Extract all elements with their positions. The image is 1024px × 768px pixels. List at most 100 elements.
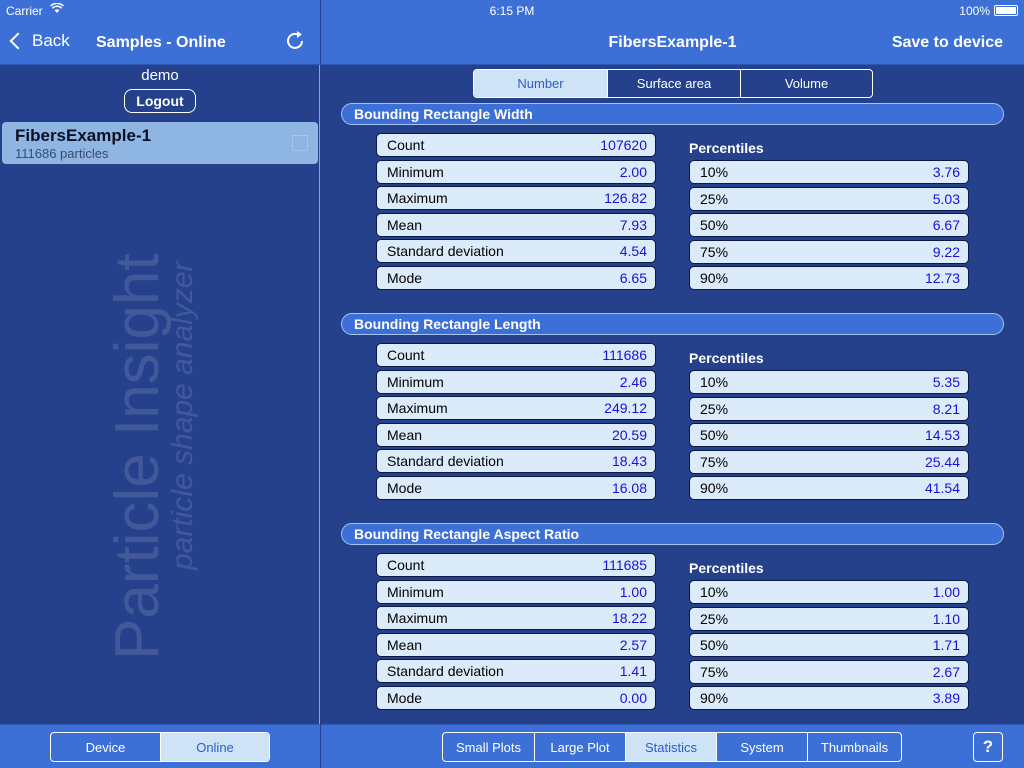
stat-value: 111686 bbox=[602, 347, 647, 363]
carrier-label: Carrier bbox=[6, 4, 43, 18]
view-segmented-control: Small Plots Large Plot Statistics System Thu… bbox=[442, 732, 902, 762]
main-navbar: FibersExample-1 Save to device bbox=[321, 0, 1024, 65]
percentiles-title: Percentiles bbox=[689, 140, 764, 156]
tab-surface-area[interactable]: Surface area bbox=[607, 70, 740, 97]
stat-row-mode: Mode 6.65 bbox=[376, 266, 656, 290]
stat-value: 6.65 bbox=[619, 270, 647, 286]
section-header-bounding-rectangle-length: Bounding Rectangle Length bbox=[341, 313, 1004, 335]
sample-list-item[interactable]: FibersExample-1 111686 particles bbox=[2, 122, 318, 164]
percentile-label: 10% bbox=[700, 164, 729, 180]
percentile-value: 1.00 bbox=[932, 584, 960, 600]
tab-number[interactable]: Number bbox=[474, 70, 607, 97]
percentile-row-50: 50% 1.71 bbox=[689, 633, 969, 658]
stat-row-mode: Mode 0.00 bbox=[376, 686, 656, 710]
tab-system[interactable]: System bbox=[716, 733, 807, 761]
tab-online[interactable]: Online bbox=[160, 733, 269, 761]
stat-label: Mean bbox=[387, 636, 423, 653]
percentile-label: 25% bbox=[700, 400, 729, 417]
tab-thumbnails[interactable]: Thumbnails bbox=[807, 733, 901, 761]
tab-device[interactable]: Device bbox=[85, 739, 126, 755]
stat-value: 0.00 bbox=[619, 690, 647, 706]
tab-small-plots[interactable]: Small Plots bbox=[455, 739, 522, 755]
stat-label: Count bbox=[387, 137, 425, 153]
stat-label: Maximum bbox=[387, 400, 448, 417]
tab-large-plot[interactable]: Large Plot bbox=[534, 733, 625, 761]
stat-value: 1.41 bbox=[619, 663, 647, 680]
tab-statistics[interactable]: Statistics bbox=[625, 733, 716, 761]
percentile-label: 75% bbox=[700, 453, 729, 470]
stat-value: 4.54 bbox=[619, 243, 647, 260]
percentile-label: 90% bbox=[700, 480, 729, 497]
stat-value: 249.12 bbox=[604, 400, 647, 417]
stat-value: 20.59 bbox=[611, 426, 647, 443]
stat-label: Minimum bbox=[387, 373, 444, 390]
stat-row-maximum: Maximum 249.12 bbox=[376, 396, 656, 421]
stat-value: 7.93 bbox=[619, 216, 647, 233]
back-label: Back bbox=[32, 31, 70, 50]
watermark-logo: Particle Insight particle shape analyzer bbox=[100, 160, 220, 680]
stat-label: Standard deviation bbox=[387, 663, 504, 680]
chevron-left-icon bbox=[9, 32, 27, 50]
percentile-row-75: 75% 9.22 bbox=[689, 239, 969, 264]
percentile-row-25: 25% 1.10 bbox=[689, 606, 969, 631]
percentile-label: 75% bbox=[700, 663, 729, 680]
stat-value: 111685 bbox=[602, 557, 647, 573]
percentile-value: 3.76 bbox=[932, 164, 960, 180]
stat-row-maximum: Maximum 126.82 bbox=[376, 186, 656, 211]
main-panel: FibersExample-1 Save to device Number Sur… bbox=[321, 0, 1024, 768]
stat-row-standard-deviation: Standard deviation 1.41 bbox=[376, 659, 656, 684]
stat-value: 2.00 bbox=[619, 163, 647, 180]
stat-row-count: Count 107620 bbox=[376, 133, 656, 157]
stat-label: Minimum bbox=[387, 583, 444, 600]
percentile-row-50: 50% 14.53 bbox=[689, 423, 969, 448]
save-to-device-button[interactable]: Save to device bbox=[891, 34, 1003, 51]
status-bar: Carrier 6:15 PM 100% bbox=[0, 0, 1024, 22]
source-segmented-control: Device Online bbox=[50, 732, 270, 762]
percentile-row-50: 50% 6.67 bbox=[689, 213, 969, 238]
stat-value: 16.08 bbox=[611, 480, 647, 496]
battery-icon bbox=[994, 5, 1018, 16]
sidebar-navbar: Back Samples - Online bbox=[0, 0, 320, 65]
battery-percent: 100% bbox=[959, 4, 990, 18]
percentile-label: 25% bbox=[700, 190, 729, 207]
percentile-value: 14.53 bbox=[924, 427, 960, 444]
help-button[interactable]: ? bbox=[973, 732, 1003, 762]
sample-particle-count: 111686 particles bbox=[15, 146, 109, 161]
stat-value: 1.00 bbox=[619, 583, 647, 600]
percentile-label: 50% bbox=[700, 427, 729, 444]
percentile-row-90: 90% 41.54 bbox=[689, 476, 969, 501]
percentile-value: 5.03 bbox=[932, 190, 960, 207]
weighting-segmented-control: Number Surface area Volume bbox=[473, 69, 873, 98]
stat-label: Mean bbox=[387, 216, 423, 233]
main-toolbar: Small Plots Large Plot Statistics System Thu… bbox=[321, 724, 1024, 768]
percentile-value: 1.10 bbox=[932, 610, 960, 627]
stat-label: Count bbox=[387, 557, 425, 573]
percentile-value: 25.44 bbox=[924, 453, 960, 470]
stat-label: Mode bbox=[387, 270, 423, 286]
percentile-label: 75% bbox=[700, 243, 729, 260]
sample-name: FibersExample-1 bbox=[15, 126, 152, 145]
logout-button[interactable]: Logout bbox=[124, 89, 196, 113]
stat-value: 18.43 bbox=[611, 453, 647, 470]
stat-row-minimum: Minimum 2.00 bbox=[376, 159, 656, 184]
back-button[interactable]: Back bbox=[8, 31, 70, 51]
percentile-value: 8.21 bbox=[932, 400, 960, 417]
svg-text:particle shape analyzer: particle shape analyzer bbox=[166, 260, 199, 571]
stat-row-minimum: Minimum 1.00 bbox=[376, 579, 656, 604]
tab-volume[interactable]: Volume bbox=[740, 70, 872, 97]
sidebar-toolbar: Device Online bbox=[0, 724, 320, 768]
stat-row-count: Count 111685 bbox=[376, 553, 656, 577]
percentile-value: 12.73 bbox=[924, 270, 960, 287]
username: demo bbox=[141, 67, 179, 84]
stat-row-standard-deviation: Standard deviation 18.43 bbox=[376, 449, 656, 474]
section-header-bounding-rectangle-width: Bounding Rectangle Width bbox=[341, 103, 1004, 125]
percentile-label: 50% bbox=[700, 217, 729, 234]
refresh-icon[interactable] bbox=[284, 30, 306, 52]
percentile-label: 90% bbox=[700, 690, 729, 707]
stat-row-mode: Mode 16.08 bbox=[376, 476, 656, 500]
wifi-icon bbox=[49, 2, 65, 17]
stat-label: Minimum bbox=[387, 163, 444, 180]
percentile-row-90: 90% 3.89 bbox=[689, 686, 969, 711]
percentile-row-25: 25% 8.21 bbox=[689, 396, 969, 421]
sample-checkbox[interactable] bbox=[292, 135, 308, 151]
